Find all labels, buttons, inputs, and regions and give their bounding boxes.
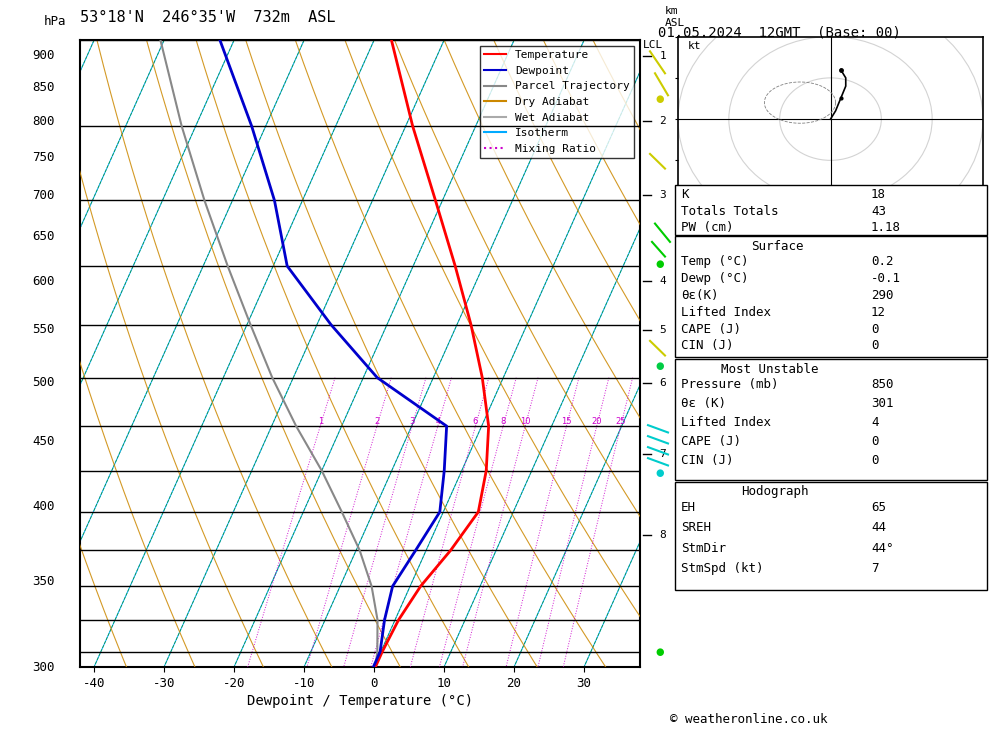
Text: ●: ● xyxy=(656,259,664,269)
Text: θε (K): θε (K) xyxy=(681,397,726,410)
Text: 2: 2 xyxy=(374,417,380,426)
Text: CAPE (J): CAPE (J) xyxy=(681,323,741,336)
Text: PW (cm): PW (cm) xyxy=(681,221,734,234)
Text: 500: 500 xyxy=(32,376,55,389)
Text: StmSpd (kt): StmSpd (kt) xyxy=(681,562,764,575)
Text: Surface: Surface xyxy=(751,240,804,253)
Text: Lifted Index: Lifted Index xyxy=(681,416,771,430)
Text: 400: 400 xyxy=(32,501,55,513)
Text: CIN (J): CIN (J) xyxy=(681,339,734,353)
Text: -0.1: -0.1 xyxy=(871,272,901,285)
Text: 6: 6 xyxy=(660,377,666,388)
Text: 8: 8 xyxy=(500,417,506,426)
Text: 4: 4 xyxy=(660,276,666,287)
Text: 0: 0 xyxy=(871,323,879,336)
Text: 700: 700 xyxy=(32,189,55,202)
Text: 350: 350 xyxy=(32,575,55,588)
Text: CIN (J): CIN (J) xyxy=(681,454,734,468)
Text: km
ASL: km ASL xyxy=(665,6,685,28)
Text: 20: 20 xyxy=(591,417,602,426)
Text: 18: 18 xyxy=(871,188,886,202)
Text: 7: 7 xyxy=(660,449,666,459)
Text: Temp (°C): Temp (°C) xyxy=(681,255,748,268)
Text: 1: 1 xyxy=(318,417,323,426)
Text: 850: 850 xyxy=(32,81,55,94)
Text: © weatheronline.co.uk: © weatheronline.co.uk xyxy=(670,712,828,726)
X-axis label: Dewpoint / Temperature (°C): Dewpoint / Temperature (°C) xyxy=(247,694,473,708)
Text: K: K xyxy=(681,188,688,202)
Text: Hodograph: Hodograph xyxy=(741,485,809,498)
Text: 750: 750 xyxy=(32,150,55,163)
Text: 550: 550 xyxy=(32,323,55,336)
Legend: Temperature, Dewpoint, Parcel Trajectory, Dry Adiabat, Wet Adiabat, Isotherm, Mi: Temperature, Dewpoint, Parcel Trajectory… xyxy=(480,46,634,158)
Text: 900: 900 xyxy=(32,49,55,62)
Text: 850: 850 xyxy=(871,378,894,391)
Text: 44°: 44° xyxy=(871,542,894,555)
Text: Totals Totals: Totals Totals xyxy=(681,205,778,218)
Text: 10: 10 xyxy=(520,417,530,426)
Text: 43: 43 xyxy=(871,205,886,218)
Text: 1: 1 xyxy=(660,51,666,61)
Text: kt: kt xyxy=(688,41,702,51)
Text: 01.05.2024  12GMT  (Base: 00): 01.05.2024 12GMT (Base: 00) xyxy=(658,26,901,40)
Text: Pressure (mb): Pressure (mb) xyxy=(681,378,778,391)
Text: 600: 600 xyxy=(32,275,55,288)
Text: Most Unstable: Most Unstable xyxy=(721,363,819,376)
Text: 12: 12 xyxy=(871,306,886,319)
Text: 4: 4 xyxy=(871,416,879,430)
Text: Mixing Ratio (g/kg): Mixing Ratio (g/kg) xyxy=(691,290,701,418)
Text: Dewp (°C): Dewp (°C) xyxy=(681,272,748,285)
Text: 0: 0 xyxy=(871,454,879,468)
Text: 53°18'N  246°35'W  732m  ASL: 53°18'N 246°35'W 732m ASL xyxy=(80,10,336,25)
Text: ●: ● xyxy=(656,647,664,658)
Text: 3: 3 xyxy=(409,417,415,426)
Text: 0.2: 0.2 xyxy=(871,255,894,268)
Text: 290: 290 xyxy=(871,289,894,302)
Text: 450: 450 xyxy=(32,435,55,448)
Text: 650: 650 xyxy=(32,230,55,243)
Text: 300: 300 xyxy=(32,660,55,674)
Text: 0: 0 xyxy=(871,435,879,449)
Text: 15: 15 xyxy=(561,417,572,426)
Text: 65: 65 xyxy=(871,501,886,514)
Text: 25: 25 xyxy=(615,417,626,426)
Text: Lifted Index: Lifted Index xyxy=(681,306,771,319)
Text: 6: 6 xyxy=(473,417,478,426)
Text: SREH: SREH xyxy=(681,521,711,534)
Text: 44: 44 xyxy=(871,521,886,534)
Text: ●: ● xyxy=(656,94,664,104)
Text: 1.18: 1.18 xyxy=(871,221,901,234)
Text: 8: 8 xyxy=(660,531,666,540)
Text: ●: ● xyxy=(656,468,664,478)
Text: 301: 301 xyxy=(871,397,894,410)
Text: 5: 5 xyxy=(660,325,666,335)
Text: θε(K): θε(K) xyxy=(681,289,718,302)
Text: CAPE (J): CAPE (J) xyxy=(681,435,741,449)
Text: EH: EH xyxy=(681,501,696,514)
Text: 0: 0 xyxy=(871,339,879,353)
Text: 3: 3 xyxy=(660,191,666,200)
Text: hPa: hPa xyxy=(44,15,66,28)
Text: ●: ● xyxy=(656,361,664,372)
Text: 800: 800 xyxy=(32,114,55,128)
Text: StmDir: StmDir xyxy=(681,542,726,555)
Text: 7: 7 xyxy=(871,562,879,575)
Text: 4: 4 xyxy=(435,417,440,426)
Text: LCL: LCL xyxy=(643,40,663,51)
Text: 2: 2 xyxy=(660,116,666,126)
